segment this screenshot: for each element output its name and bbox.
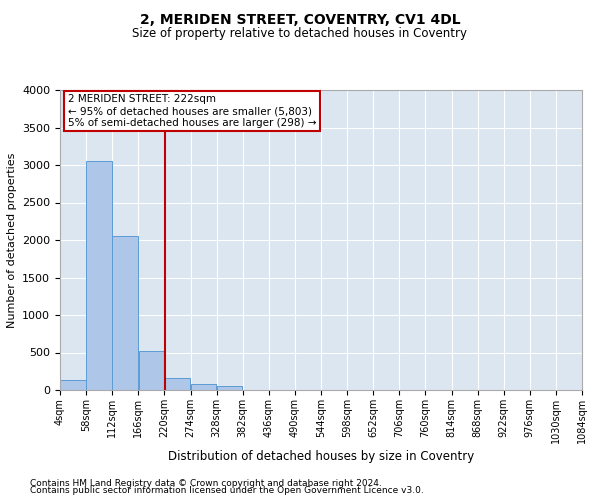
Text: Contains HM Land Registry data © Crown copyright and database right 2024.: Contains HM Land Registry data © Crown c… [30,478,382,488]
Bar [86,160,112,390]
Bar [217,386,242,390]
Text: Contains public sector information licensed under the Open Government Licence v3: Contains public sector information licen… [30,486,424,495]
Text: 2 MERIDEN STREET: 222sqm
← 95% of detached houses are smaller (5,803)
5% of semi: 2 MERIDEN STREET: 222sqm ← 95% of detach… [68,94,316,128]
Bar [191,384,217,390]
Text: 2, MERIDEN STREET, COVENTRY, CV1 4DL: 2, MERIDEN STREET, COVENTRY, CV1 4DL [140,12,460,26]
Y-axis label: Number of detached properties: Number of detached properties [7,152,17,328]
X-axis label: Distribution of detached houses by size in Coventry: Distribution of detached houses by size … [168,450,474,463]
Bar [60,380,86,390]
Text: Size of property relative to detached houses in Coventry: Size of property relative to detached ho… [133,28,467,40]
Bar [164,378,190,390]
Bar [112,236,138,390]
Bar [139,351,164,390]
